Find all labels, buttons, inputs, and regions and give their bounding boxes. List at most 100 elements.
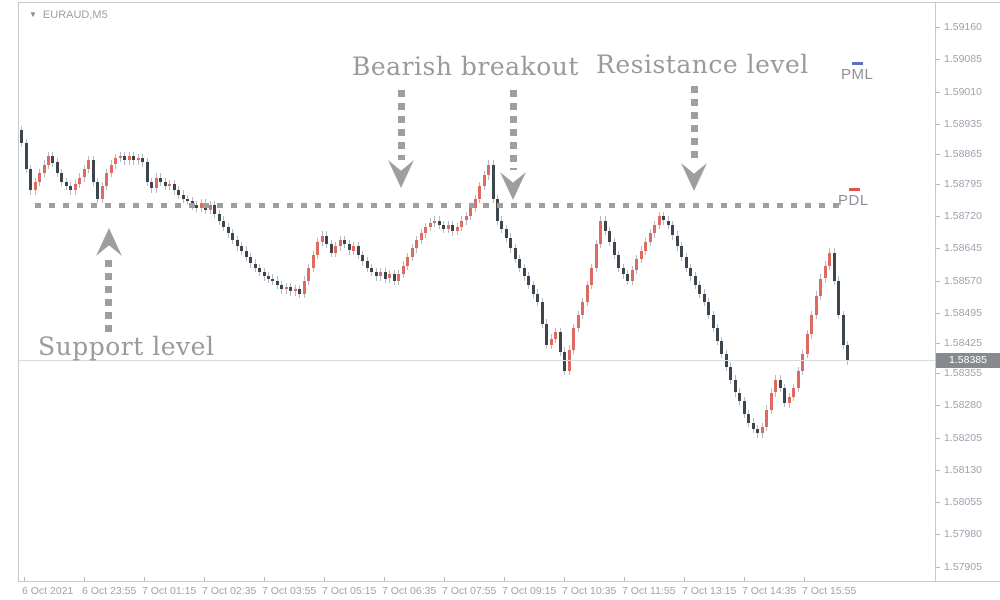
candle [536,293,540,303]
candle [698,285,701,294]
price-axis-line [935,2,936,581]
symbol-label: EURAUD,M5 [42,9,108,21]
pdl-line-marker [849,188,860,191]
candle [141,158,145,163]
candle [666,220,670,225]
candle [60,173,64,182]
candle [594,244,598,268]
price-tick-mark [935,216,940,218]
candle [100,186,104,199]
candle [531,285,535,294]
current-price-line [18,360,935,362]
price-tick-label: 1.58055 [944,496,982,509]
candle [347,244,351,251]
candle [451,224,454,232]
time-tick-label: 7 Oct 14:35 [742,585,797,597]
time-tick-label: 7 Oct 02:35 [202,585,257,597]
candle [599,220,603,245]
time-tick-mark [84,577,85,581]
time-tick-mark [504,577,505,581]
candle [680,246,683,258]
candle [46,156,50,165]
time-tick-label: 6 Oct 23:55 [82,585,137,597]
price-tick-mark [935,502,940,504]
pml-line-marker [852,62,863,65]
price-tick-label: 1.58205 [944,431,982,444]
candle [720,340,724,354]
candle [82,168,86,178]
candle [581,302,585,316]
candle [837,280,841,316]
candle [253,263,257,268]
candle [379,272,383,277]
symbol-dropdown[interactable]: ▼ EURAUD,M5 [29,9,108,21]
candle [549,338,553,346]
candle [307,267,311,281]
candle [343,239,347,245]
candle [397,274,401,281]
price-tick-label: 1.58795 [944,177,982,190]
candle [769,392,773,410]
annotation-resistance-level: Resistance level [596,50,809,79]
candle [29,168,32,191]
time-axis[interactable]: 6 Oct 2021 6 Oct 23:55 7 Oct 01:15 7 Oct 02… [0,575,1000,600]
candle [846,345,850,361]
candle [181,194,185,199]
candle [24,143,28,169]
candle [819,278,823,296]
candle [630,269,634,281]
candle [365,261,369,268]
price-tick-label: 1.58130 [944,463,982,476]
price-tick-mark [935,91,940,93]
candle [329,244,333,253]
candle [284,287,288,290]
candle [325,235,329,245]
candle [464,216,468,221]
candle [334,246,338,253]
candle [55,162,59,174]
candle [675,235,679,247]
price-tick-label: 1.58495 [944,306,982,319]
chevron-down-icon: ▼ [29,10,37,19]
candle [522,267,526,277]
annotation-support-level: Support level [38,332,215,361]
time-tick-label: 7 Oct 03:55 [262,585,317,597]
candle [213,205,217,214]
time-tick-mark [144,577,145,581]
candle [504,229,508,238]
time-axis-line [18,581,1000,582]
candle [159,177,163,182]
candle [64,181,68,187]
candle [186,199,190,202]
candle [617,254,621,268]
candle [792,388,796,397]
price-tick-mark [935,153,940,155]
candle [20,130,23,144]
price-tick-label: 1.58425 [944,337,982,349]
candle [437,220,441,225]
price-tick-mark [935,248,940,250]
candle [231,233,234,240]
candle [267,276,270,279]
candle [446,224,450,230]
price-tick-mark [935,469,940,471]
time-tick-mark [444,577,445,581]
candle [576,315,580,328]
candle [262,272,266,277]
candle [401,265,405,275]
candle [828,252,832,266]
price-axis[interactable]: 1.59160 1.59085 1.59010 1.58935 1.58865 1.587… [935,0,1000,581]
candle [275,280,279,285]
candle [626,274,630,281]
price-tick-mark [935,27,940,28]
candle [302,280,306,294]
candle [114,158,118,165]
candle [240,246,243,251]
price-tick-label: 1.59160 [944,21,982,33]
candle [572,328,576,350]
candle [509,237,513,249]
time-tick-label: 7 Oct 05:15 [322,585,377,597]
candle [662,216,666,221]
price-tick-label: 1.58355 [944,367,982,380]
